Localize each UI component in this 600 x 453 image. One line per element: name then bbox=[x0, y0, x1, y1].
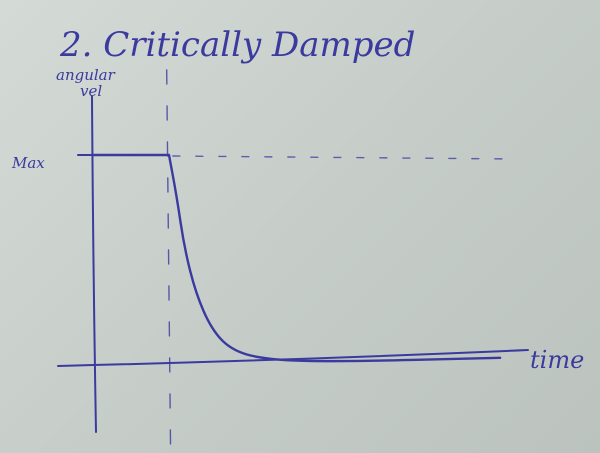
y-axis-label-line2: vel bbox=[80, 82, 102, 100]
x-axis-label: time bbox=[530, 346, 584, 374]
max-reference-dashed-line bbox=[172, 155, 517, 160]
y-tick-label-max: Max bbox=[11, 154, 45, 172]
y-axis-label-line1: angular bbox=[56, 66, 116, 84]
angular-velocity-curve bbox=[90, 153, 502, 363]
y-axis-line bbox=[91, 95, 97, 433]
switch-time-dashed-line bbox=[165, 69, 172, 447]
x-axis-line bbox=[57, 349, 529, 367]
chart-title: 2. Critically Damped bbox=[59, 25, 415, 65]
